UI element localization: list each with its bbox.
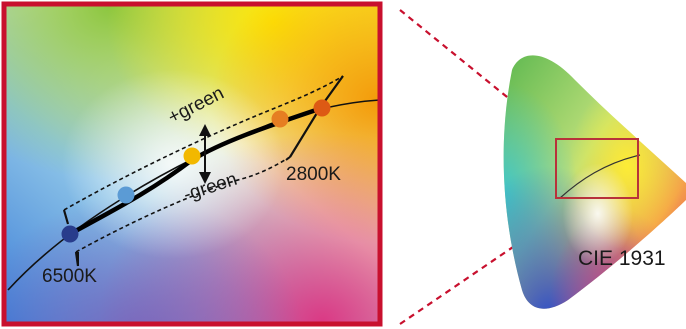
- inset-region-box: [555, 138, 639, 199]
- point-cool-white: [117, 186, 135, 204]
- label-6500k: 6500K: [42, 266, 97, 287]
- point-2800k: [313, 99, 331, 117]
- point-warm-white: [271, 110, 289, 128]
- point-6500k: [61, 225, 79, 243]
- label-cie-1931: CIE 1931: [578, 247, 666, 270]
- point-neutral-white: [183, 147, 201, 165]
- zoomed-chromaticity-panel: +green -green 6500K 2800K: [1, 1, 383, 327]
- label-2800k: 2800K: [286, 164, 341, 185]
- cie-1931-gamut: CIE 1931: [503, 55, 686, 309]
- zoom-connector-lines: [399, 9, 586, 325]
- lower-tolerance-dashed-line: [75, 156, 291, 253]
- zoomed-panel-frame: [1, 1, 383, 327]
- mini-planckian-locus: [559, 154, 641, 199]
- upper-tolerance-dashed-line: [63, 75, 344, 211]
- green-shift-arrow: [199, 124, 211, 184]
